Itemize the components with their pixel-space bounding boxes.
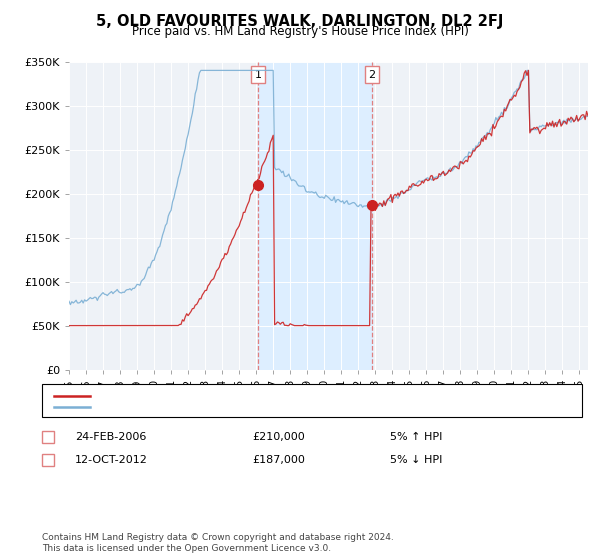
Text: 5, OLD FAVOURITES WALK, DARLINGTON, DL2 2FJ: 5, OLD FAVOURITES WALK, DARLINGTON, DL2 …: [97, 14, 503, 29]
Text: 5% ↑ HPI: 5% ↑ HPI: [390, 432, 442, 442]
Text: Contains HM Land Registry data © Crown copyright and database right 2024.
This d: Contains HM Land Registry data © Crown c…: [42, 533, 394, 553]
Text: Price paid vs. HM Land Registry's House Price Index (HPI): Price paid vs. HM Land Registry's House …: [131, 25, 469, 38]
Text: 24-FEB-2006: 24-FEB-2006: [75, 432, 146, 442]
Text: 5% ↓ HPI: 5% ↓ HPI: [390, 455, 442, 465]
Text: 2: 2: [368, 70, 376, 80]
Bar: [259, 62, 372, 370]
Text: £210,000: £210,000: [252, 432, 305, 442]
Text: 1: 1: [44, 432, 52, 442]
Text: £187,000: £187,000: [252, 455, 305, 465]
Text: 12-OCT-2012: 12-OCT-2012: [75, 455, 148, 465]
Text: 1: 1: [255, 70, 262, 80]
Text: 5, OLD FAVOURITES WALK, DARLINGTON, DL2 2FJ (detached house): 5, OLD FAVOURITES WALK, DARLINGTON, DL2 …: [99, 391, 449, 401]
Text: HPI: Average price, detached house, Darlington: HPI: Average price, detached house, Darl…: [99, 402, 347, 412]
Text: 2: 2: [44, 455, 52, 465]
